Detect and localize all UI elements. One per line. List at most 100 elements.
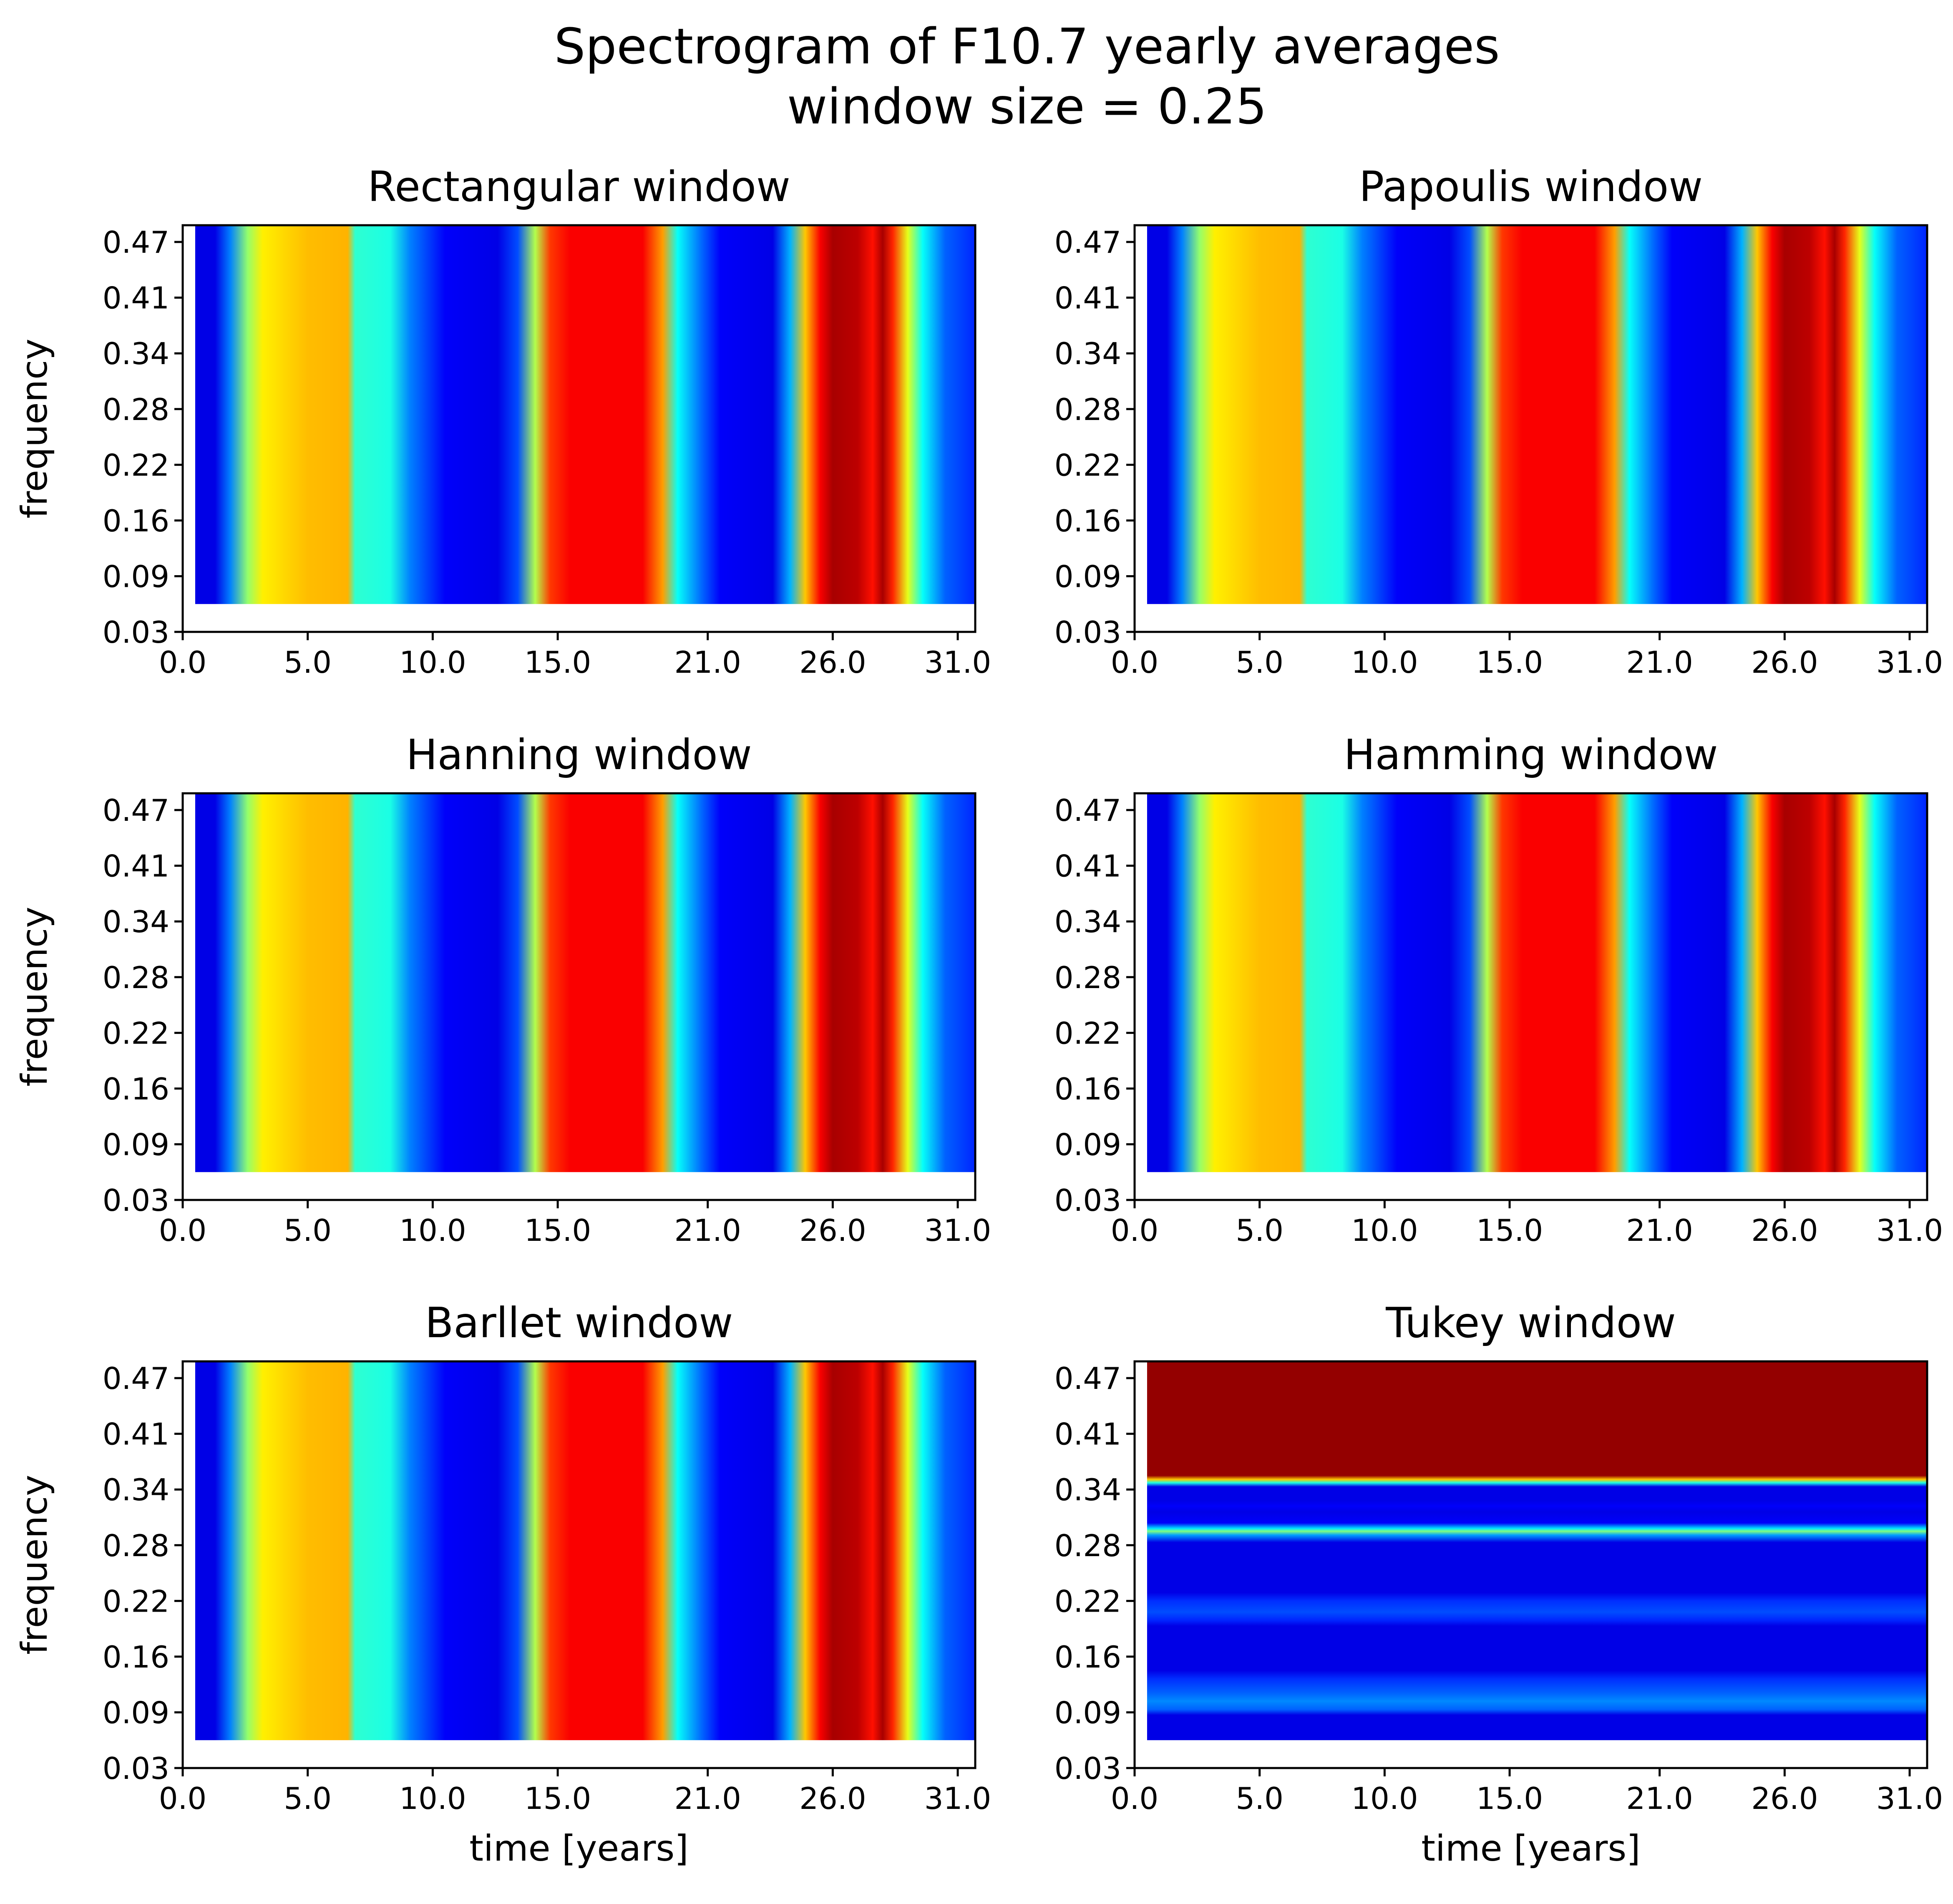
x-tick-label: 15.0 — [1476, 645, 1543, 680]
axes-frame — [181, 1360, 976, 1769]
y-tick-label: 0.09 — [103, 559, 169, 594]
y-tick-label: 0.28 — [1055, 392, 1121, 427]
heatmap-image — [195, 225, 975, 604]
x-tick-label: 0.0 — [159, 1781, 207, 1816]
y-tick-label: 0.22 — [103, 448, 169, 483]
y-tick-label: 0.28 — [103, 960, 169, 995]
panel-title: Barllet window — [425, 1298, 733, 1347]
y-tick-label: 0.22 — [103, 1584, 169, 1619]
y-tick-label: 0.16 — [1055, 1640, 1121, 1675]
x-tick-label: 10.0 — [1351, 1781, 1418, 1816]
x-tick-label: 0.0 — [1111, 1213, 1159, 1248]
x-tick-label: 10.0 — [1351, 1213, 1418, 1248]
y-tick-label: 0.16 — [103, 503, 169, 538]
panel-6: Tukey window 0.0 5.0 10.0 15.0 21.0 26.0 31.0 0.… — [1055, 1298, 1943, 1869]
axes-frame — [181, 792, 976, 1201]
x-tick-label: 10.0 — [399, 1213, 466, 1248]
x-tick-label: 31.0 — [1876, 1213, 1943, 1248]
y-tick-label: 0.41 — [103, 281, 169, 316]
x-tick-label: 10.0 — [399, 1781, 466, 1816]
x-tick-label: 31.0 — [1876, 1781, 1943, 1816]
y-tick-label: 0.34 — [103, 336, 169, 371]
y-tick-label: 0.09 — [1055, 1695, 1121, 1730]
x-tick-label: 26.0 — [799, 1213, 866, 1248]
y-tick-label: 0.22 — [1055, 448, 1121, 483]
x-tick-label: 31.0 — [924, 645, 991, 680]
x-tick-label: 5.0 — [1236, 1213, 1284, 1248]
figure-title-line-2: window size = 0.25 — [787, 78, 1267, 135]
x-tick-label: 21.0 — [1626, 1781, 1693, 1816]
y-tick-label: 0.03 — [103, 1183, 169, 1218]
y-axis-label: frequency — [14, 907, 55, 1087]
heatmap-image — [195, 793, 975, 1172]
y-tick-label: 0.22 — [103, 1016, 169, 1051]
figure-title-line-1: Spectrogram of F10.7 yearly averages — [554, 18, 1500, 75]
y-axis-label: frequency — [14, 1475, 55, 1655]
y-tick-label: 0.16 — [103, 1071, 169, 1107]
y-tick-label: 0.28 — [103, 1528, 169, 1563]
x-tick-label: 5.0 — [1236, 1781, 1284, 1816]
x-tick-label: 21.0 — [674, 1213, 741, 1248]
y-tick-label: 0.41 — [103, 1417, 169, 1452]
heatmap-image — [1147, 225, 1927, 604]
x-tick-label: 10.0 — [1351, 645, 1418, 680]
y-tick-label: 0.09 — [1055, 1127, 1121, 1162]
x-axis-label: time [years] — [469, 1828, 688, 1869]
y-tick-label: 0.47 — [103, 793, 169, 828]
y-tick-label: 0.41 — [103, 849, 169, 884]
x-tick-label: 26.0 — [799, 1781, 866, 1816]
x-tick-label: 5.0 — [1236, 645, 1284, 680]
y-tick-label: 0.09 — [103, 1695, 169, 1730]
y-tick-label: 0.09 — [103, 1127, 169, 1162]
x-tick-label: 15.0 — [1476, 1213, 1543, 1248]
panel-3: Hanning window 0.0 5.0 10.0 15.0 21.0 26.0 31.0… — [14, 730, 991, 1248]
y-tick-label: 0.28 — [1055, 960, 1121, 995]
x-tick-label: 15.0 — [1476, 1781, 1543, 1816]
y-tick-label: 0.16 — [1055, 503, 1121, 538]
x-tick-label: 15.0 — [524, 1213, 591, 1248]
heatmap-image — [195, 1361, 975, 1741]
heatmap-image — [1147, 793, 1927, 1172]
y-tick-label: 0.34 — [103, 1472, 169, 1507]
panel-title: Hamming window — [1344, 730, 1718, 779]
y-tick-label: 0.16 — [103, 1640, 169, 1675]
panel-1: Rectangular window 0.0 5.0 10.0 15.0 21.0 26.0… — [14, 162, 991, 680]
x-tick-label: 10.0 — [399, 645, 466, 680]
y-tick-label: 0.16 — [1055, 1071, 1121, 1107]
y-tick-label: 0.47 — [1055, 1361, 1121, 1396]
x-tick-label: 26.0 — [1751, 1781, 1818, 1816]
y-tick-label: 0.03 — [1055, 615, 1121, 650]
y-tick-label: 0.22 — [1055, 1584, 1121, 1619]
x-tick-label: 21.0 — [1626, 645, 1693, 680]
y-tick-label: 0.41 — [1055, 849, 1121, 884]
y-tick-label: 0.03 — [1055, 1183, 1121, 1218]
panel-grid: Rectangular window 0.0 5.0 10.0 15.0 21.0 26.0… — [14, 162, 1943, 1869]
x-tick-label: 26.0 — [1751, 645, 1818, 680]
panel-title: Rectangular window — [367, 162, 790, 211]
y-tick-label: 0.41 — [1055, 281, 1121, 316]
x-tick-label: 0.0 — [1111, 645, 1159, 680]
panel-2: Papoulis window 0.0 5.0 10.0 15.0 21.0 26.0 31.… — [1055, 162, 1943, 680]
x-tick-label: 31.0 — [1876, 645, 1943, 680]
x-tick-label: 5.0 — [284, 1213, 332, 1248]
x-tick-label: 15.0 — [524, 1781, 591, 1816]
x-tick-label: 26.0 — [799, 645, 866, 680]
y-tick-label: 0.22 — [1055, 1016, 1121, 1051]
y-tick-label: 0.47 — [1055, 225, 1121, 260]
y-tick-label: 0.03 — [1055, 1751, 1121, 1786]
panel-4: Hamming window 0.0 5.0 10.0 15.0 21.0 26.0 31.0… — [1055, 730, 1943, 1248]
axes-frame — [1133, 792, 1928, 1201]
y-tick-label: 0.34 — [1055, 336, 1121, 371]
heatmap-image — [1147, 1361, 1927, 1741]
x-tick-label: 5.0 — [284, 1781, 332, 1816]
y-tick-label: 0.28 — [103, 392, 169, 427]
panel-5: Barllet window 0.0 5.0 10.0 15.0 21.0 26.0 31.0… — [14, 1298, 991, 1869]
y-tick-label: 0.03 — [103, 1751, 169, 1786]
x-tick-label: 31.0 — [924, 1781, 991, 1816]
y-tick-label: 0.34 — [103, 904, 169, 939]
x-tick-label: 5.0 — [284, 645, 332, 680]
x-axis-label: time [years] — [1421, 1828, 1640, 1869]
panel-title: Tukey window — [1385, 1298, 1676, 1347]
panel-title: Hanning window — [406, 730, 752, 779]
